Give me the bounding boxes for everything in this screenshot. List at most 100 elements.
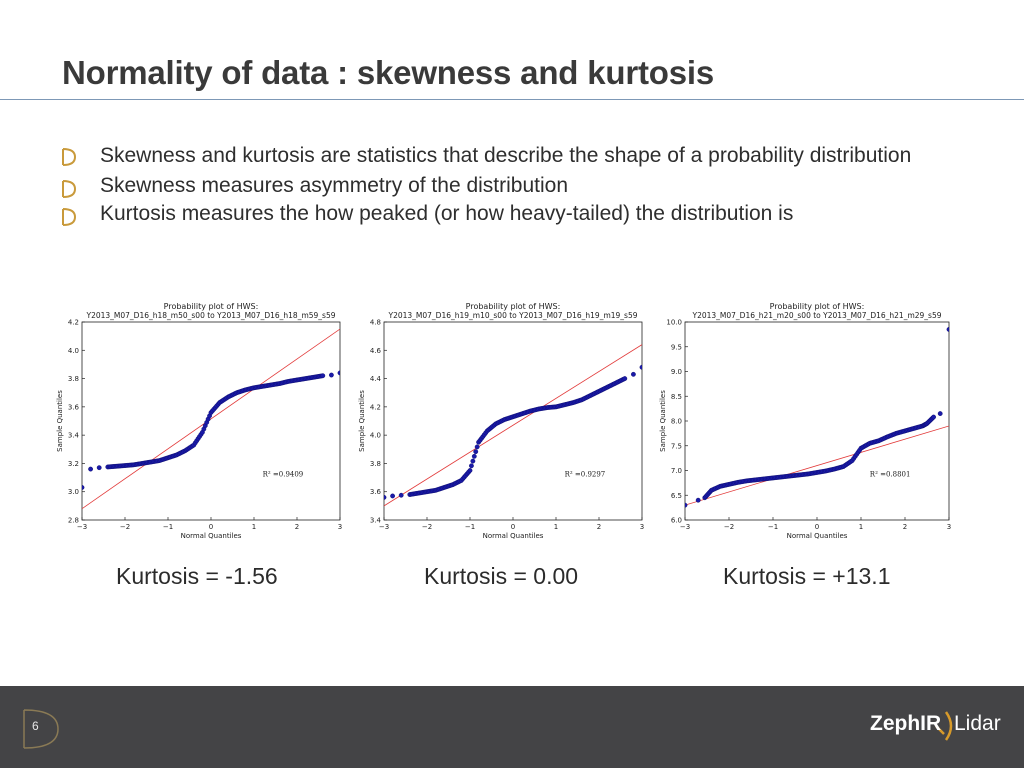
x-tick-label: −3	[77, 523, 87, 531]
y-tick-label: 7.5	[671, 442, 682, 450]
title-divider	[0, 99, 1024, 100]
y-tick-label: 4.8	[370, 319, 381, 327]
x-tick-label: 2	[903, 523, 907, 531]
x-tick-label: −2	[422, 523, 432, 531]
plot-frame	[81, 321, 341, 521]
bullet-arc-icon	[62, 148, 77, 166]
fit-line	[384, 344, 642, 507]
plot-data-group	[685, 327, 949, 508]
x-tick-label: 1	[554, 523, 558, 531]
data-point	[328, 372, 334, 378]
y-tick-label: 6.0	[671, 517, 682, 525]
y-tick-label: 8.0	[671, 418, 682, 426]
x-axis-label: Normal Quantiles	[181, 532, 242, 540]
x-tick-label: −3	[379, 523, 389, 531]
data-point	[470, 458, 476, 464]
footer-bar: 6 ZephIR Lidar	[0, 686, 1024, 768]
x-axis-label: Normal Quantiles	[483, 532, 544, 540]
data-point	[337, 370, 340, 376]
bullet-arc-icon	[62, 180, 77, 198]
chart-title: Probability plot of HWS:	[164, 302, 259, 311]
data-point	[931, 414, 936, 420]
x-tick-label: −1	[163, 523, 173, 531]
x-axis-label: Normal Quantiles	[787, 532, 848, 540]
x-tick-label: −1	[465, 523, 475, 531]
chart-subtitle: Y2013_M07_D16_h19_m10_s00 to Y2013_M07_D…	[388, 311, 638, 320]
fit-line	[685, 425, 949, 506]
data-point	[695, 497, 701, 503]
qq-plot-2-svg: Probability plot of HWS:Y2013_M07_D16_h1…	[358, 302, 644, 540]
y-tick-label: 4.4	[370, 375, 382, 383]
x-tick-label: 0	[209, 523, 213, 531]
data-point	[473, 449, 479, 455]
r-squared-label: R² =0.9297	[565, 470, 606, 478]
r-squared-label: R² =0.9409	[263, 470, 304, 478]
logo-brand-text: ZephIR	[870, 712, 942, 735]
data-point	[474, 444, 480, 450]
x-tick-label: −2	[724, 523, 734, 531]
data-point	[398, 492, 404, 498]
r-squared-label: R² =0.8801	[870, 470, 911, 478]
data-point	[622, 376, 628, 381]
y-tick-label: 3.2	[68, 460, 79, 468]
plot-data-group	[82, 328, 340, 510]
y-tick-label: 2.8	[68, 517, 79, 525]
slide-title: Normality of data : skewness and kurtosi…	[62, 54, 714, 91]
data-point	[937, 411, 943, 416]
y-tick-label: 3.8	[68, 375, 79, 383]
y-tick-label: 4.2	[370, 403, 381, 411]
y-axis-label: Sample Quantiles	[56, 390, 64, 452]
qq-plot-3-svg: Probability plot of HWS:Y2013_M07_D16_h2…	[659, 302, 951, 540]
y-tick-label: 3.4	[370, 517, 382, 525]
qq-plot-1: Probability plot of HWS: Y2013_M07_D16_h1…	[54, 300, 346, 545]
data-point	[630, 371, 636, 377]
kurtosis-label-3: Kurtosis = +13.1	[723, 563, 891, 589]
data-point	[639, 364, 642, 370]
bullet-list: Skewness and kurtosis are statistics tha…	[60, 140, 960, 228]
y-tick-label: 3.6	[68, 403, 80, 411]
kurtosis-label-1: Kurtosis = -1.56	[116, 563, 278, 589]
y-tick-label: 4.0	[68, 347, 79, 355]
x-tick-label: −3	[680, 523, 690, 531]
logo-swoosh-icon	[935, 711, 953, 741]
y-axis-label: Sample Quantiles	[659, 390, 667, 452]
y-tick-label: 9.0	[671, 368, 682, 376]
plot-frame	[383, 321, 643, 521]
data-point	[320, 373, 326, 379]
y-tick-label: 3.6	[370, 488, 382, 496]
y-tick-label: 7.0	[671, 467, 682, 475]
bullet-item: Kurtosis measures the how peaked (or how…	[60, 200, 960, 228]
y-tick-label: 3.8	[370, 460, 381, 468]
data-point	[82, 485, 85, 490]
data-point	[96, 465, 102, 471]
bullet-text: Kurtosis measures the how peaked (or how…	[100, 202, 794, 225]
logo-product-text: Lidar	[954, 712, 1001, 735]
x-tick-label: 3	[338, 523, 342, 531]
qq-plot-1-svg: Probability plot of HWS:Y2013_M07_D16_h1…	[56, 302, 342, 540]
x-tick-label: −1	[768, 523, 778, 531]
bullet-text: Skewness measures asymmetry of the distr…	[100, 174, 569, 197]
qq-plot-3: Probability plot of HWS: Y2013_M07_D16_h2…	[657, 300, 955, 545]
data-point	[384, 494, 387, 500]
y-axis-label: Sample Quantiles	[358, 390, 366, 452]
x-tick-label: 1	[252, 523, 256, 531]
data-point	[685, 502, 688, 508]
fit-line	[82, 328, 340, 510]
data-point	[467, 468, 473, 473]
y-tick-label: 8.5	[671, 393, 682, 401]
data-point	[88, 466, 93, 472]
x-tick-label: 3	[640, 523, 644, 531]
chart-title: Probability plot of HWS:	[770, 302, 865, 311]
data-point	[469, 463, 474, 469]
bullet-item: Skewness measures asymmetry of the distr…	[60, 172, 960, 200]
page-number-badge-icon	[23, 709, 59, 749]
chart-subtitle: Y2013_M07_D16_h18_m50_s00 to Y2013_M07_D…	[86, 311, 336, 320]
x-tick-label: 2	[295, 523, 299, 531]
x-tick-label: 0	[511, 523, 515, 531]
y-tick-label: 10.0	[666, 319, 682, 327]
data-point	[471, 453, 477, 459]
y-tick-label: 3.0	[68, 488, 79, 496]
page-number: 6	[32, 719, 39, 733]
data-point	[390, 493, 395, 499]
plot-frame	[684, 321, 950, 521]
